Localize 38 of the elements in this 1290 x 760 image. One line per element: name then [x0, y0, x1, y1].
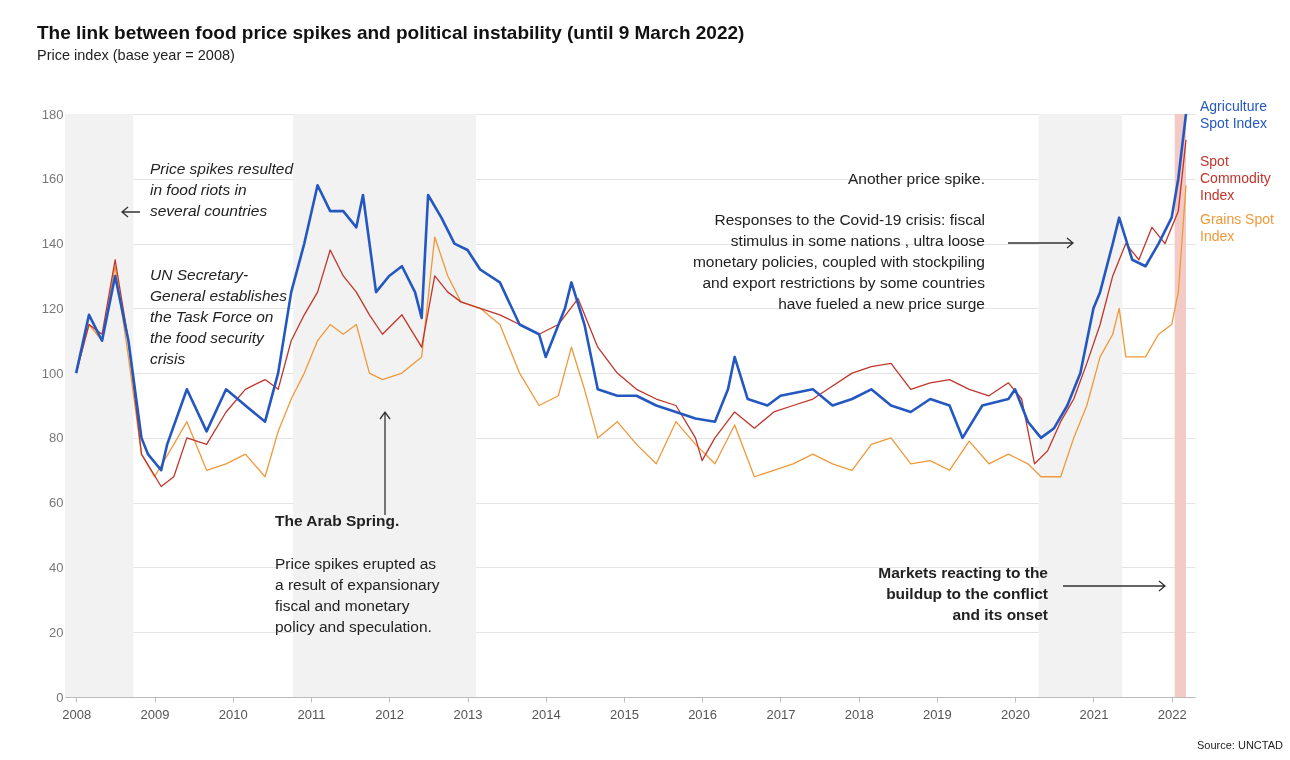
- x-tick-label: 2009: [140, 706, 170, 722]
- y-tick-label: 80: [49, 430, 64, 446]
- x-tick-label: 2017: [766, 706, 796, 722]
- x-tick-label: 2014: [531, 706, 561, 722]
- x-tick-label: 2018: [844, 706, 874, 722]
- chart-subtitle: Price index (base year = 2008): [37, 46, 235, 63]
- y-tick-label: 20: [49, 624, 64, 640]
- series-label: Spot Commodity Index: [1200, 153, 1271, 203]
- x-tick-label: 2019: [922, 706, 952, 722]
- x-tick-label: 2021: [1079, 706, 1109, 722]
- x-tick-label: 2015: [609, 706, 639, 722]
- x-tick-label: 2008: [62, 706, 92, 722]
- source-note: Source: UNCTAD: [1197, 739, 1284, 751]
- x-tick-label: 2022: [1157, 706, 1187, 722]
- x-tick-label: 2011: [297, 706, 326, 722]
- y-tick-label: 120: [41, 300, 64, 316]
- chart-title: The link between food price spikes and political instability (until 9 March 2022): [37, 21, 745, 43]
- y-tick-label: 100: [41, 365, 64, 381]
- annotation: Markets reacting to the buildup to the conflict and its onset: [878, 564, 1049, 623]
- y-tick-label: 60: [49, 495, 64, 511]
- series-label: Agriculture Spot Index: [1200, 98, 1268, 131]
- annotation: The Arab Spring.: [275, 512, 400, 529]
- x-tick-label: 2010: [218, 706, 248, 722]
- series-label: Grains Spot Index: [1200, 211, 1275, 244]
- y-tick-label: 40: [49, 559, 64, 575]
- annotation: Responses to the Covid-19 crisis: fiscal stimulus in some nations , ultra loose monetary policies, coupled with stockpiling and export restrictions by some countries have fueled a new price surge: [692, 211, 986, 312]
- x-tick-label: 2016: [688, 706, 718, 722]
- x-tick-label: 2012: [375, 706, 405, 722]
- y-tick-label: 160: [41, 171, 64, 187]
- annotation: Price spikes erupted as a result of expansionary fiscal and monetary policy and speculation.: [275, 555, 440, 635]
- annotation: UN Secretary-General establishes the Task Force on the food security crisis: [150, 266, 288, 367]
- x-tick-label: 2020: [1001, 706, 1031, 722]
- x-tick-label: 2013: [453, 706, 483, 722]
- y-tick-label: 0: [56, 689, 64, 705]
- y-tick-label: 180: [41, 106, 64, 122]
- annotation: Price spikes resulted in food riots in several countries: [150, 160, 295, 219]
- y-tick-label: 140: [41, 236, 64, 252]
- annotation: Another price spike.: [848, 170, 985, 187]
